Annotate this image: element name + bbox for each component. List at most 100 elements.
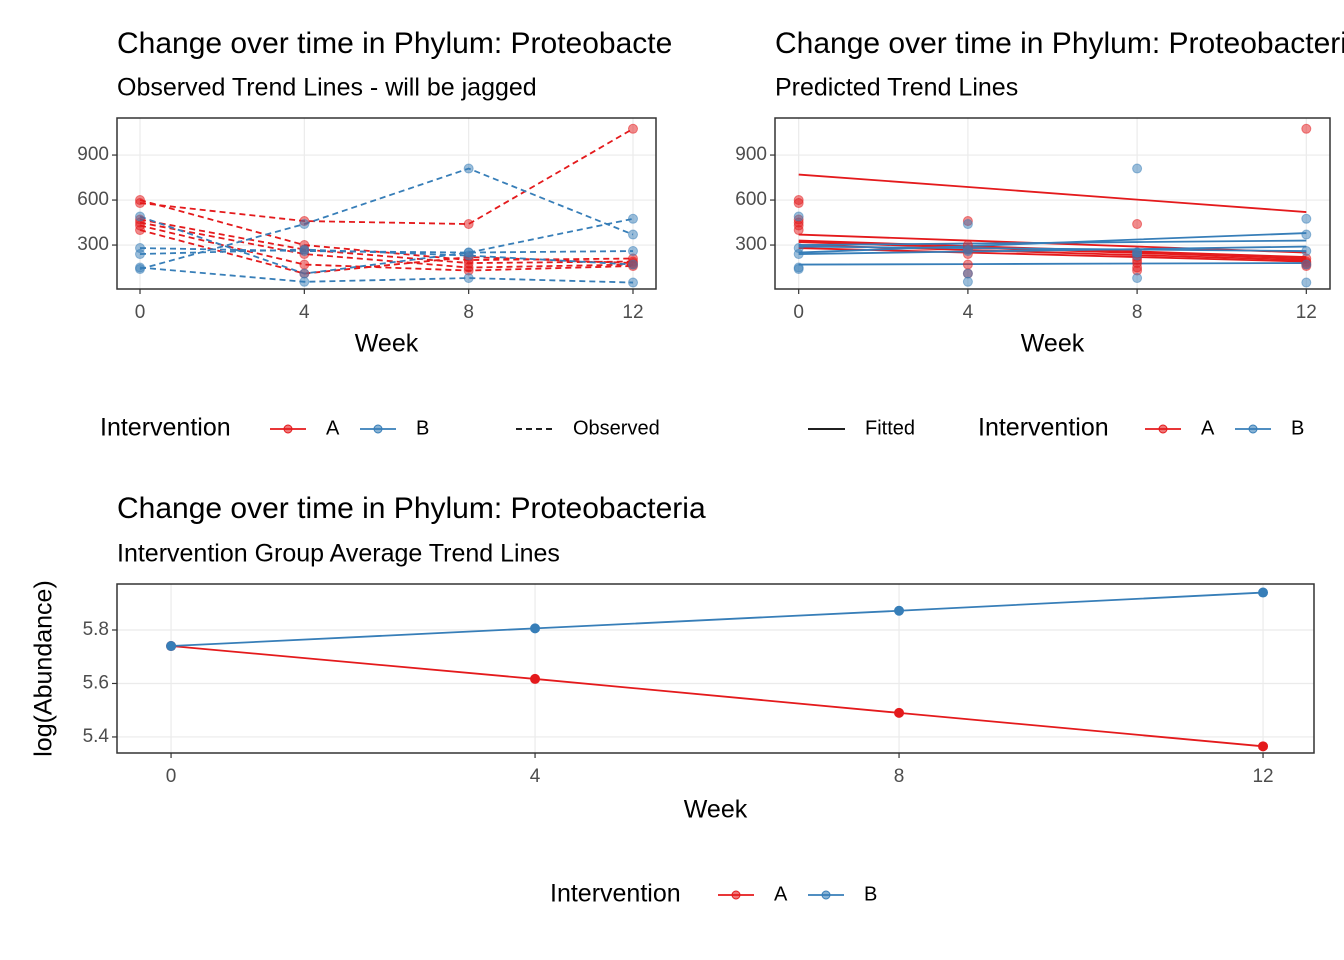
y-tick-label: 600 bbox=[77, 189, 109, 210]
y-tick-label: 5.4 bbox=[83, 726, 110, 747]
point bbox=[1301, 213, 1312, 224]
point bbox=[135, 211, 146, 222]
x-tick-label: 4 bbox=[963, 302, 974, 323]
legend-key bbox=[731, 890, 741, 900]
x-tick-label: 12 bbox=[622, 302, 643, 323]
point bbox=[793, 262, 804, 273]
chart-title: Change over time in Phylum: Proteobacter… bbox=[775, 27, 1344, 60]
point bbox=[962, 276, 973, 287]
observed-line bbox=[139, 247, 634, 254]
chart-title: Change over time in Phylum: Proteobacter… bbox=[117, 27, 672, 60]
series-line bbox=[171, 591, 1264, 647]
legend-label: A bbox=[1201, 417, 1215, 439]
point bbox=[627, 213, 638, 224]
point bbox=[627, 229, 638, 240]
series-line bbox=[170, 645, 1264, 748]
y-tick-label: 900 bbox=[77, 144, 109, 165]
legend-label: A bbox=[326, 417, 340, 439]
point bbox=[166, 641, 177, 652]
observed-line bbox=[139, 128, 634, 225]
x-tick-label: 0 bbox=[793, 302, 804, 323]
panel-average: Change over time in Phylum: Proteobacter… bbox=[30, 492, 1315, 908]
x-axis-label: Week bbox=[684, 796, 748, 824]
point bbox=[627, 123, 638, 134]
point bbox=[530, 673, 541, 684]
chart-title: Change over time in Phylum: Proteobacter… bbox=[117, 492, 706, 525]
legend-label: Observed bbox=[573, 417, 660, 439]
point bbox=[135, 225, 146, 236]
observed-line bbox=[139, 215, 634, 275]
point bbox=[1258, 741, 1269, 752]
point bbox=[894, 605, 905, 616]
fitted-line bbox=[798, 173, 1307, 213]
legend-key bbox=[283, 424, 293, 434]
plot-background bbox=[117, 584, 1314, 753]
point bbox=[1132, 273, 1143, 284]
x-axis-label: Week bbox=[355, 330, 419, 358]
point bbox=[1301, 246, 1312, 257]
legend-label: A bbox=[774, 883, 788, 905]
panel-predicted: Change over time in Phylum: Proteobacter… bbox=[735, 27, 1344, 442]
point bbox=[135, 195, 146, 206]
legend-key bbox=[821, 890, 831, 900]
chart-subtitle: Observed Trend Lines - will be jagged bbox=[117, 74, 537, 102]
point bbox=[962, 268, 973, 279]
point bbox=[135, 249, 146, 260]
fitted-line bbox=[798, 245, 1307, 255]
point bbox=[1258, 587, 1269, 598]
point bbox=[299, 244, 310, 255]
x-tick-label: 8 bbox=[463, 302, 474, 323]
point bbox=[299, 259, 310, 270]
point bbox=[793, 195, 804, 206]
point bbox=[463, 250, 474, 261]
y-tick-label: 300 bbox=[77, 234, 109, 255]
y-axis-label: log(Abundance) bbox=[30, 580, 58, 757]
y-tick-label: 5.6 bbox=[83, 672, 109, 693]
point bbox=[1301, 277, 1312, 288]
x-tick-label: 12 bbox=[1252, 766, 1273, 787]
y-tick-label: 600 bbox=[735, 189, 767, 210]
observed-line bbox=[139, 167, 634, 270]
point bbox=[463, 219, 474, 230]
point bbox=[962, 219, 973, 230]
legend-title: Intervention bbox=[100, 414, 231, 442]
plot-border bbox=[116, 117, 657, 290]
legend-key bbox=[373, 424, 383, 434]
point bbox=[1132, 219, 1143, 230]
point bbox=[793, 249, 804, 260]
legend-label: B bbox=[416, 417, 429, 439]
legend-label: B bbox=[864, 883, 877, 905]
point bbox=[627, 277, 638, 288]
observed-line bbox=[139, 266, 634, 284]
chart-subtitle: Predicted Trend Lines bbox=[775, 74, 1018, 102]
point bbox=[627, 246, 638, 257]
x-tick-label: 4 bbox=[299, 302, 310, 323]
fitted-line bbox=[798, 245, 1307, 252]
plot-background bbox=[117, 118, 656, 289]
observed-line bbox=[139, 221, 634, 269]
legend-title: Intervention bbox=[978, 414, 1109, 442]
x-tick-label: 4 bbox=[530, 766, 541, 787]
observed-line bbox=[139, 218, 634, 264]
point bbox=[299, 219, 310, 230]
point bbox=[793, 211, 804, 222]
x-tick-label: 8 bbox=[894, 766, 905, 787]
point bbox=[463, 273, 474, 284]
panel-observed: Change over time in Phylum: Proteobacter… bbox=[77, 27, 672, 442]
point bbox=[962, 244, 973, 255]
point bbox=[1132, 250, 1143, 261]
plot-border bbox=[116, 583, 1315, 754]
point bbox=[530, 623, 541, 634]
point bbox=[135, 262, 146, 273]
fitted-line bbox=[798, 262, 1307, 266]
legend-label: B bbox=[1291, 417, 1304, 439]
plot-border bbox=[774, 117, 1331, 290]
chart-subtitle: Intervention Group Average Trend Lines bbox=[117, 540, 560, 568]
legend-title: Intervention bbox=[550, 880, 681, 908]
point bbox=[1301, 259, 1312, 270]
fitted-line bbox=[798, 247, 1307, 263]
y-tick-label: 5.8 bbox=[83, 619, 109, 640]
fitted-line bbox=[798, 239, 1307, 246]
observed-line bbox=[139, 248, 634, 266]
